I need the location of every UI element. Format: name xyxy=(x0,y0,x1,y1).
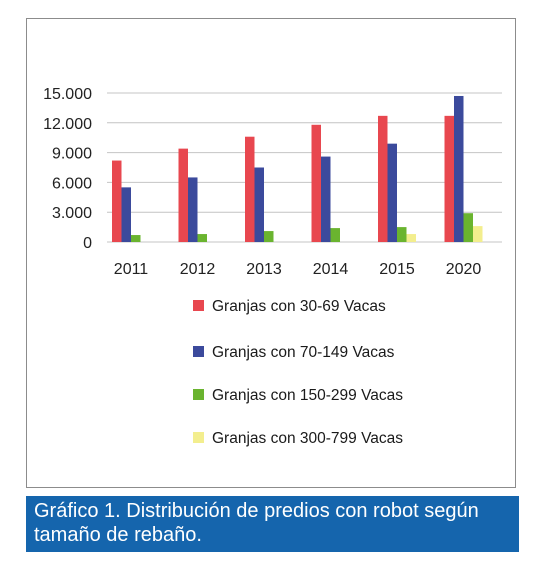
bar xyxy=(444,115,454,242)
caption-line-2: tamaño de rebaño. xyxy=(34,524,202,546)
bar xyxy=(387,143,397,242)
x-tick-label: 2013 xyxy=(246,261,282,278)
legend-swatch xyxy=(193,432,204,443)
bar xyxy=(131,235,141,242)
bar xyxy=(188,177,198,242)
bar xyxy=(178,148,188,242)
legend-swatch xyxy=(193,346,204,357)
legend-label: Granjas con 150-299 Vacas xyxy=(212,387,403,404)
legend-label: Granjas con 70-149 Vacas xyxy=(212,344,395,361)
gridlines xyxy=(107,92,502,243)
bar xyxy=(406,234,416,242)
bar xyxy=(121,187,131,242)
x-tick-label: 2020 xyxy=(446,261,482,278)
y-tick-label: 3.000 xyxy=(52,205,92,222)
legend-swatch xyxy=(193,300,204,311)
x-tick-label: 2011 xyxy=(114,261,149,278)
bar xyxy=(378,115,388,242)
bar xyxy=(463,213,473,242)
y-tick-label: 6.000 xyxy=(52,175,92,192)
figure-caption: Gráfico 1. Distribución de predios con r… xyxy=(26,496,519,552)
y-tick-label: 9.000 xyxy=(52,146,92,163)
chart-frame xyxy=(26,18,516,488)
bar xyxy=(330,228,340,242)
x-tick-label: 2015 xyxy=(379,261,415,278)
y-tick-label: 0 xyxy=(83,235,92,252)
bar xyxy=(254,167,264,242)
bar xyxy=(197,234,207,242)
y-tick-label: 12.000 xyxy=(43,116,92,133)
y-axis-ticks: 0 3.000 6.000 9.000 12.000 15.000 xyxy=(43,86,92,252)
y-tick-label: 15.000 xyxy=(43,86,92,103)
bar xyxy=(112,160,122,242)
legend: Granjas con 30-69 Vacas Granjas con 70-14… xyxy=(193,298,403,447)
legend-swatch xyxy=(193,389,204,400)
bar xyxy=(473,226,483,242)
bar xyxy=(397,227,407,242)
bars xyxy=(112,95,483,242)
bar xyxy=(245,136,255,242)
caption-line-1: Gráfico 1. Distribución de predios con r… xyxy=(34,500,479,522)
legend-label: Granjas con 300-799 Vacas xyxy=(212,430,403,447)
bar xyxy=(264,231,274,242)
bar xyxy=(454,95,464,242)
x-tick-label: 2012 xyxy=(180,261,216,278)
x-tick-label: 2014 xyxy=(313,261,349,278)
legend-label: Granjas con 30-69 Vacas xyxy=(212,298,386,315)
bar xyxy=(321,156,331,242)
bar xyxy=(311,124,321,242)
x-axis-ticks: 2011 2012 2013 2014 2015 2020 xyxy=(114,261,482,278)
